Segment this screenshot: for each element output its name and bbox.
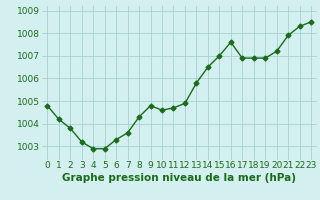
X-axis label: Graphe pression niveau de la mer (hPa): Graphe pression niveau de la mer (hPa) (62, 173, 296, 183)
